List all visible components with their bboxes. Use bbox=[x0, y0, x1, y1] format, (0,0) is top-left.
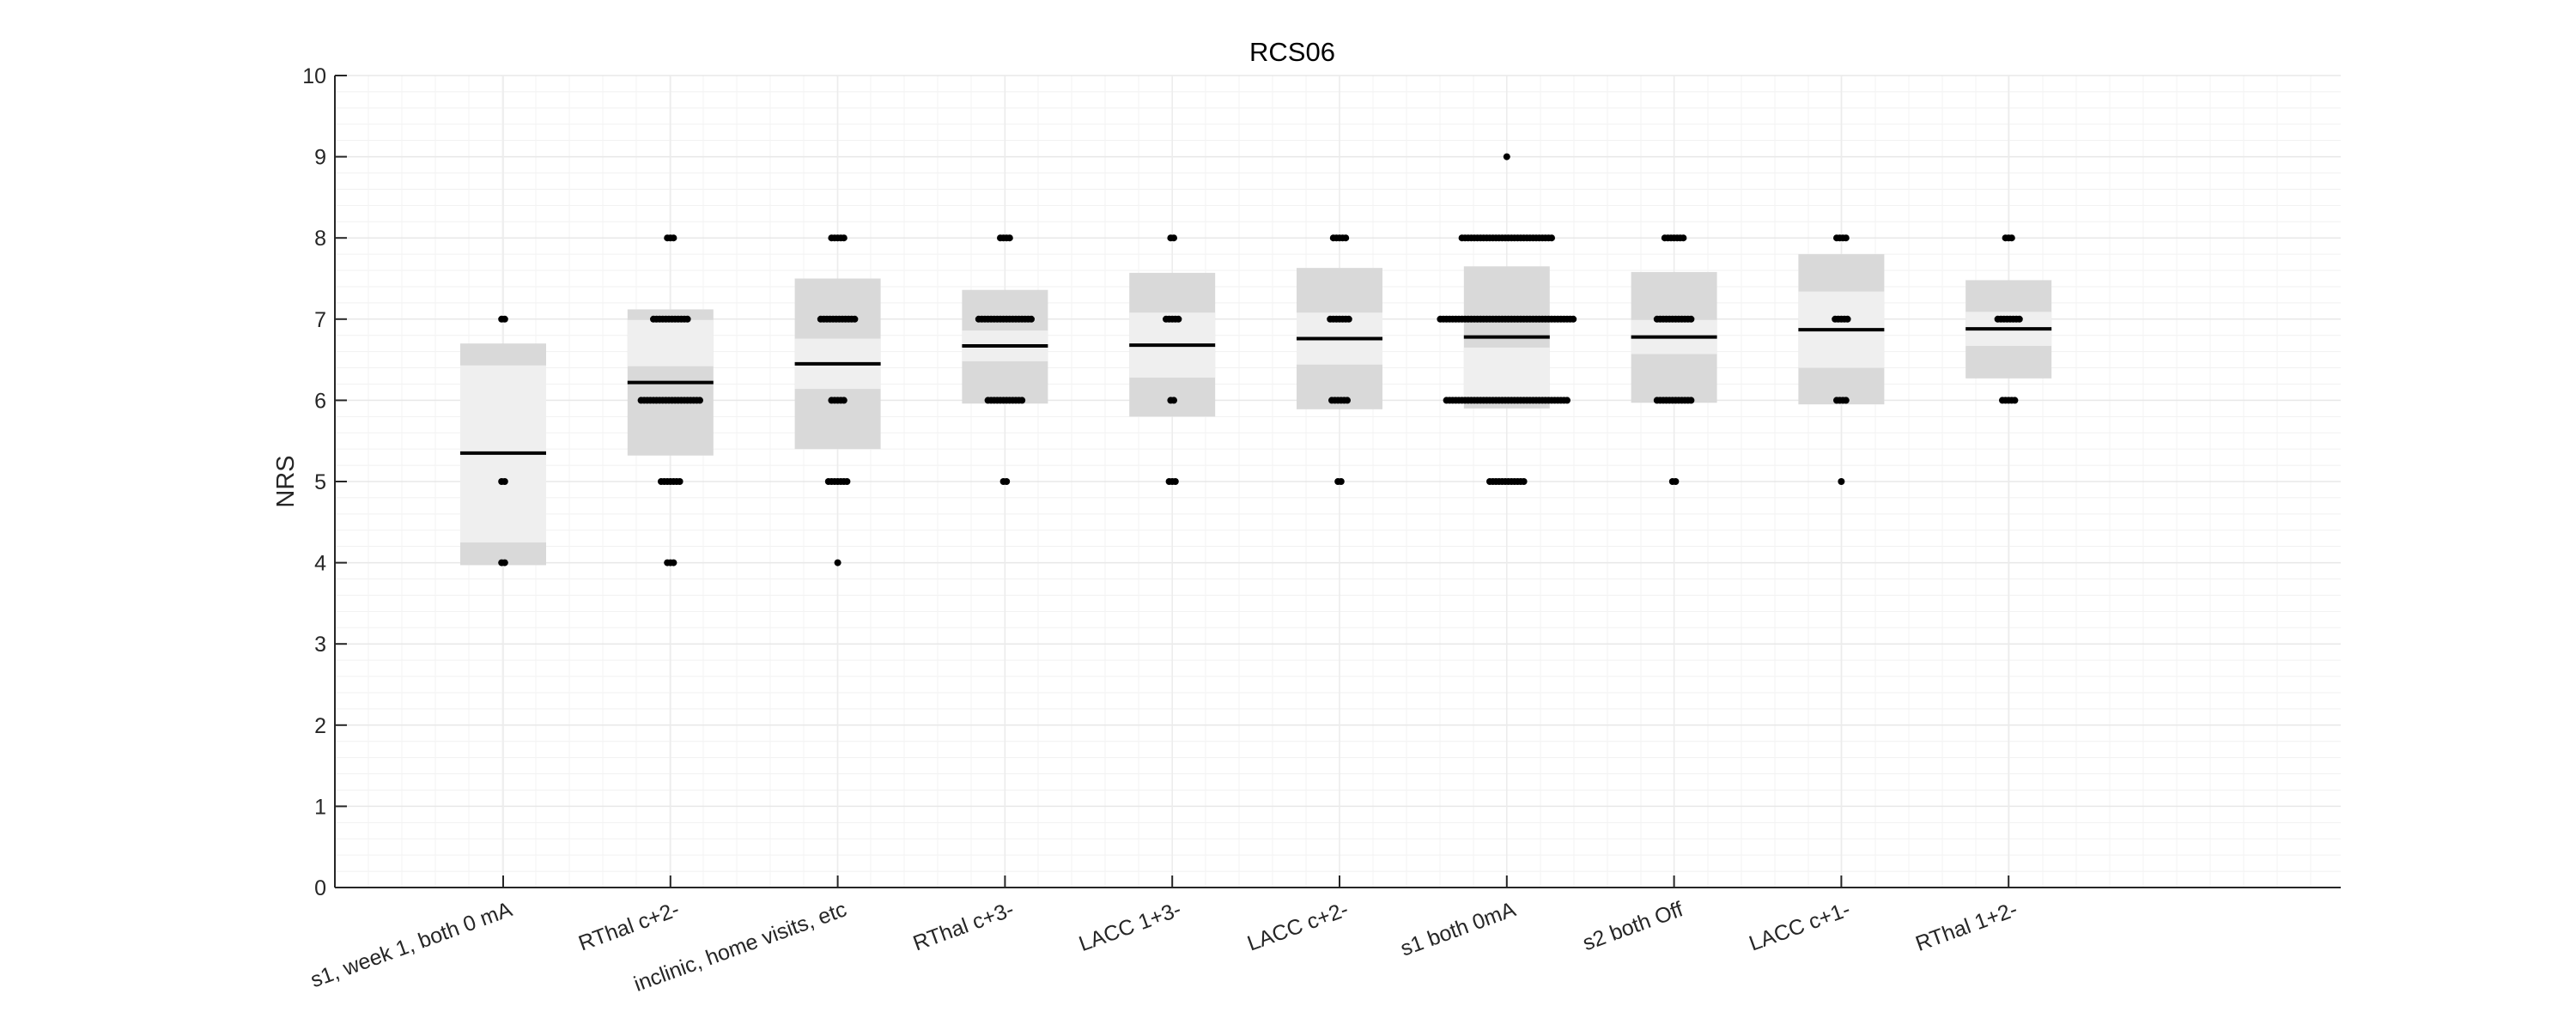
data-point bbox=[1170, 234, 1177, 242]
data-point bbox=[1842, 397, 1850, 404]
data-point bbox=[1005, 234, 1013, 242]
y-tick-label: 10 bbox=[302, 64, 326, 88]
data-point bbox=[1520, 478, 1528, 485]
data-point bbox=[501, 478, 508, 485]
data-point bbox=[1844, 315, 1851, 323]
data-point bbox=[843, 478, 851, 485]
data-point bbox=[501, 559, 508, 566]
data-point bbox=[670, 559, 677, 566]
y-axis-label: NRS bbox=[272, 455, 300, 507]
data-point bbox=[1672, 478, 1680, 485]
data-point bbox=[1028, 315, 1035, 323]
data-point bbox=[1570, 315, 1577, 323]
data-point bbox=[2011, 397, 2019, 404]
data-point bbox=[1003, 478, 1011, 485]
data-point bbox=[851, 315, 859, 323]
y-tick-label: 1 bbox=[314, 795, 326, 819]
y-tick-label: 0 bbox=[314, 876, 326, 900]
data-point bbox=[1564, 397, 1571, 404]
data-point bbox=[1503, 153, 1510, 161]
y-tick-label: 6 bbox=[314, 389, 326, 413]
data-point bbox=[1687, 397, 1695, 404]
data-point bbox=[1018, 397, 1026, 404]
box-inner bbox=[1463, 347, 1550, 401]
chart-title: RCS06 bbox=[1249, 37, 1335, 67]
data-point bbox=[1170, 397, 1177, 404]
box-layer bbox=[460, 254, 2052, 566]
y-tick-label: 2 bbox=[314, 714, 326, 738]
data-point bbox=[1344, 397, 1351, 404]
data-point bbox=[1842, 234, 1850, 242]
data-point bbox=[840, 397, 848, 404]
data-point bbox=[683, 315, 691, 323]
data-point bbox=[1838, 478, 1845, 485]
y-tick-label: 4 bbox=[314, 552, 326, 576]
data-point bbox=[676, 478, 683, 485]
data-point bbox=[1342, 234, 1350, 242]
data-point bbox=[1337, 478, 1345, 485]
data-point bbox=[2015, 315, 2023, 323]
data-point bbox=[1171, 478, 1179, 485]
data-point bbox=[1548, 234, 1555, 242]
data-point bbox=[1687, 315, 1695, 323]
y-tick-label: 7 bbox=[314, 308, 326, 332]
y-tick-label: 5 bbox=[314, 470, 326, 494]
data-point bbox=[1175, 315, 1182, 323]
data-point bbox=[670, 234, 677, 242]
point-layer bbox=[498, 153, 2023, 566]
data-point bbox=[834, 559, 841, 566]
data-point bbox=[501, 315, 508, 323]
y-tick-label: 9 bbox=[314, 146, 326, 170]
box-inner bbox=[627, 319, 714, 367]
data-point bbox=[2008, 234, 2015, 242]
y-tick-label: 3 bbox=[314, 633, 326, 657]
data-point bbox=[696, 397, 703, 404]
data-point bbox=[840, 234, 848, 242]
y-tick-label: 8 bbox=[314, 227, 326, 251]
data-point bbox=[1345, 315, 1352, 323]
data-point bbox=[1680, 234, 1687, 242]
